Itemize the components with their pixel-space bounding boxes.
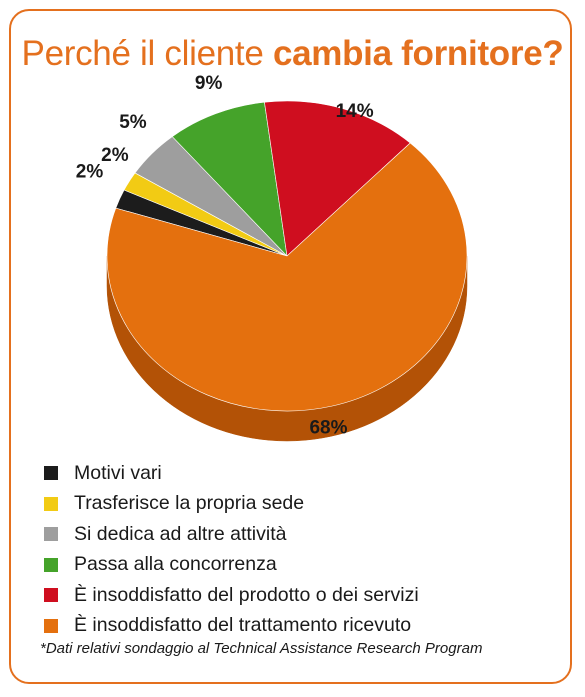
pie-slice-4 [171, 101, 288, 257]
pie-label-2: 2% [101, 145, 129, 166]
legend-label: Motivi vari [74, 461, 162, 484]
legend-item: Passa alla concorrenza [44, 550, 564, 581]
legend-item: Si dedica ad altre attività [44, 519, 564, 550]
legend-swatch [44, 618, 58, 633]
title-regular: Perché il cliente [21, 34, 264, 73]
legend-swatch [44, 496, 58, 511]
legend-swatch [44, 527, 58, 542]
legend-label: Si dedica ad altre attività [74, 522, 287, 545]
pie-labels: 2%2% 5% 9% 14% 68% [76, 73, 374, 439]
pie-label-6: 68% [309, 418, 347, 439]
legend: Motivi vari Trasferisce la propria sede Si… [44, 458, 564, 641]
pie-label-3: 5% [119, 112, 147, 133]
legend-label: È insoddisfatto del prodotto o dei servi… [74, 583, 419, 606]
pie-label-5: 14% [336, 101, 374, 122]
title-bold: cambia fornitore? [272, 34, 564, 73]
pie-slice-5 [264, 100, 411, 257]
legend-item: Motivi vari [44, 458, 564, 489]
legend-swatch [44, 466, 58, 481]
footnote: *Dati relativi sondaggio al Technical As… [40, 640, 483, 657]
legend-label: È insoddisfatto del trattamento ricevuto [74, 614, 412, 637]
legend-swatch [44, 557, 58, 572]
legend-label: Passa alla concorrenza [74, 553, 277, 576]
pie-label-4: 9% [195, 73, 223, 94]
legend-item: È insoddisfatto del trattamento ricevuto [44, 611, 564, 642]
legend-item: È insoddisfatto del prodotto o dei servi… [44, 580, 564, 611]
pie-slice-6 [106, 142, 468, 412]
legend-item: Trasferisce la propria sede [44, 489, 564, 520]
legend-swatch [44, 588, 58, 603]
pie-slices [106, 100, 468, 412]
pie-label-1: 2% [76, 162, 104, 183]
chart-title: Perché il cliente cambia fornitore? [20, 32, 565, 76]
legend-label: Trasferisce la propria sede [74, 492, 305, 515]
